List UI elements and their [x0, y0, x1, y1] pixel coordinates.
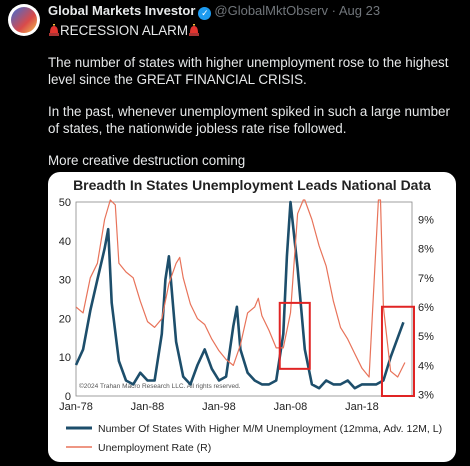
verified-badge-icon: ✓ — [198, 7, 212, 20]
tweet-date[interactable]: Aug 23 — [338, 3, 381, 18]
y-left-tick-label: 0 — [65, 391, 71, 403]
y-right-tick-label: 8% — [418, 244, 434, 256]
x-tick-label: Jan-88 — [131, 401, 165, 413]
tweet-paragraph-1: The number of states with higher unemplo… — [48, 54, 449, 88]
y-left-tick-label: 20 — [59, 313, 71, 325]
chart-title: Breadth In States Unemployment Leads Nat… — [73, 177, 431, 193]
author-avatar[interactable] — [8, 4, 40, 36]
siren-icon — [189, 24, 199, 36]
series-unemployment-rate-line — [75, 199, 406, 378]
tweet-paragraph-2: In the past, whenever unemployment spike… — [48, 103, 450, 137]
y-left-tick-label: 10 — [59, 352, 71, 364]
y-right-tick-label: 7% — [418, 273, 434, 285]
y-right-tick-label: 5% — [418, 331, 434, 343]
y-left-tick-label: 40 — [59, 236, 71, 248]
series-states-breadth-line — [74, 200, 405, 390]
chart-image[interactable]: Breadth In States Unemployment Leads Nat… — [48, 172, 456, 462]
y-right-tick-label: 3% — [418, 390, 434, 402]
y-right-tick-label: 9% — [418, 215, 434, 227]
author-handle[interactable]: @GlobalMktObserv — [214, 3, 329, 18]
x-tick-label: Jan-08 — [274, 401, 308, 413]
tweet-header: Global Markets Investor ✓ @GlobalMktObserv… — [48, 3, 380, 20]
x-tick-label: Jan-98 — [202, 401, 236, 413]
tweet-text: RECESSION ALARM The number of states wit… — [48, 22, 460, 183]
x-tick-label: Jan-18 — [345, 401, 379, 413]
legend-label-unemployment-rate: Unemployment Rate (R) — [98, 442, 211, 454]
separator-dot: · — [331, 3, 336, 18]
legend-label-states-breadth: Number Of States With Higher M/M Unemplo… — [98, 423, 442, 435]
y-left-tick-label: 30 — [59, 275, 71, 287]
siren-icon — [49, 24, 59, 36]
chart-watermark: ©2024 Trahan Macro Research LLC. All rig… — [79, 382, 241, 390]
y-right-tick-label: 6% — [418, 302, 434, 314]
author-name[interactable]: Global Markets Investor — [48, 3, 196, 18]
tweet-paragraph-3: More creative destruction coming — [48, 152, 246, 168]
avatar-logo-icon — [11, 7, 37, 33]
alarm-text: RECESSION ALARM — [60, 23, 188, 38]
plot-area-border — [75, 201, 413, 397]
chart-svg: 0 10 20 30 40 50 3% 4% 5% 6% 7% 8% 9% Jan-78 Jan-88 Jan… — [59, 197, 442, 454]
highlight-rectangle — [380, 305, 415, 397]
y-left-tick-label: 50 — [59, 197, 71, 209]
x-tick-label: Jan-78 — [59, 401, 93, 413]
highlight-rectangle — [278, 301, 311, 370]
y-right-tick-label: 4% — [418, 360, 434, 372]
